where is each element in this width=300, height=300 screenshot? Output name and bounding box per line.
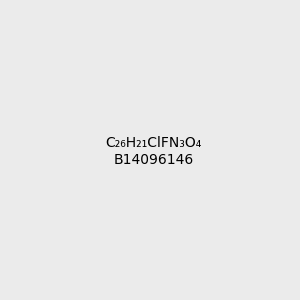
Text: C₂₆H₂₁ClFN₃O₄
B14096146: C₂₆H₂₁ClFN₃O₄ B14096146 bbox=[106, 136, 202, 166]
